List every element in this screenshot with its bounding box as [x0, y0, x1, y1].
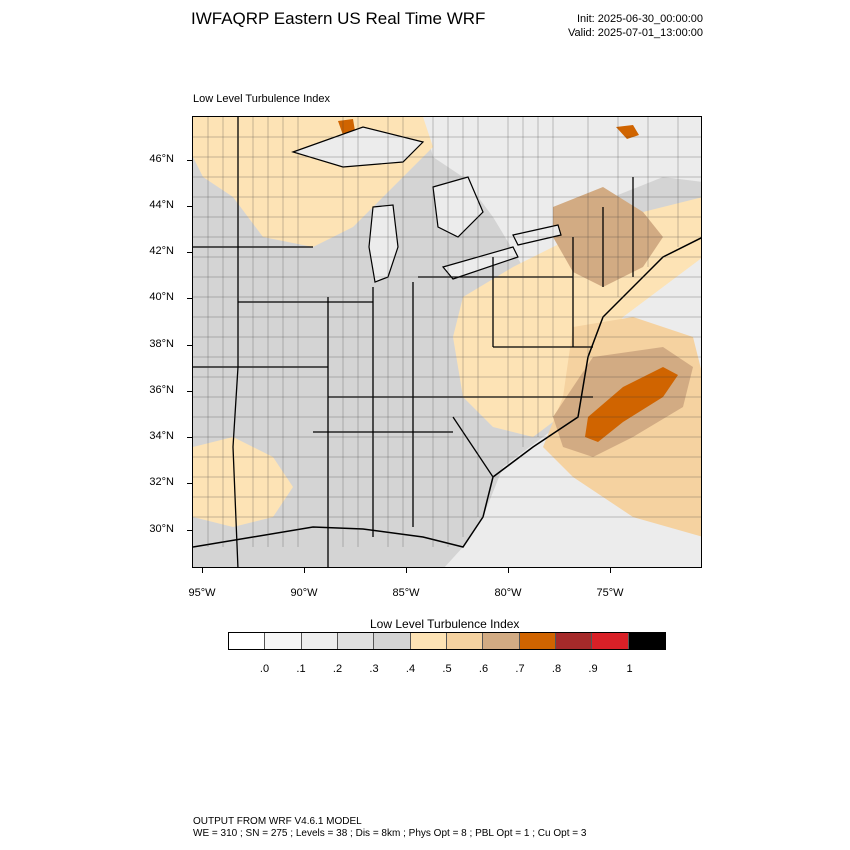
latitude-tick: [187, 391, 192, 392]
map-panel: [192, 116, 702, 568]
longitude-tick: [406, 568, 407, 573]
colorbar-swatch: [301, 633, 338, 649]
colorbar-label: .0: [259, 663, 270, 675]
latitude-label: 44°N: [149, 199, 174, 211]
lake-ontario: [512, 224, 562, 246]
longitude-tick: [508, 568, 509, 573]
colorbar-swatch: [410, 633, 447, 649]
latitude-label: 38°N: [149, 338, 174, 350]
longitude-tick: [202, 568, 203, 573]
colorbar-swatch: [519, 633, 556, 649]
colorbar-label: .3: [369, 663, 379, 675]
colorbar-swatch: [265, 633, 302, 649]
latitude-label: 32°N: [149, 476, 174, 488]
colorbar-label: .8: [551, 663, 562, 675]
colorbar-swatch: [592, 633, 629, 649]
colorbar-label: 1: [626, 663, 633, 675]
turbulence-map: [193, 117, 701, 567]
latitude-tick: [187, 345, 192, 346]
latitude-label: 42°N: [149, 245, 174, 257]
map-subtitle: Low Level Turbulence Index: [193, 93, 330, 105]
colorbar-label: .6: [478, 663, 489, 675]
footer-config-line: WE = 310 ; SN = 275 ; Levels = 38 ; Dis …: [193, 828, 587, 839]
colorbar-swatch: [483, 633, 520, 649]
colorbar-swatch: [374, 633, 411, 649]
orange-quebec-spot: [616, 125, 639, 139]
colorbar-label: .1: [296, 663, 306, 675]
colorbar: [228, 632, 666, 650]
latitude-tick: [187, 298, 192, 299]
init-time: Init: 2025-06-30_00:00:00: [577, 13, 703, 25]
latitude-label: 36°N: [149, 384, 174, 396]
longitude-label: 95°W: [188, 587, 216, 599]
colorbar-title: Low Level Turbulence Index: [370, 617, 520, 631]
chart-title: IWFAQRP Eastern US Real Time WRF: [191, 9, 486, 28]
longitude-label: 85°W: [392, 587, 420, 599]
colorbar-swatch: [229, 633, 266, 649]
county-borders: [193, 117, 701, 547]
lake-huron: [432, 176, 484, 238]
longitude-tick: [304, 568, 305, 573]
valid-time: Valid: 2025-07-01_13:00:00: [568, 27, 703, 39]
longitude-tick: [610, 568, 611, 573]
colorbar-swatch: [337, 633, 375, 649]
orange-offshore-region: [585, 367, 678, 442]
colorbar-label: .9: [588, 663, 598, 675]
colorbar-swatch: [446, 633, 484, 649]
latitude-tick: [187, 483, 192, 484]
latitude-label: 34°N: [149, 430, 174, 442]
latitude-tick: [187, 206, 192, 207]
latitude-label: 46°N: [149, 153, 174, 165]
latitude-tick: [187, 252, 192, 253]
latitude-tick: [187, 530, 192, 531]
latitude-tick: [187, 437, 192, 438]
longitude-label: 75°W: [596, 587, 624, 599]
colorbar-swatch: [555, 633, 593, 649]
footer-model-line: OUTPUT FROM WRF V4.6.1 MODEL: [193, 816, 362, 827]
colorbar-label: .5: [442, 663, 452, 675]
latitude-label: 30°N: [149, 523, 174, 535]
latitude-tick: [187, 160, 192, 161]
colorbar-label: .4: [405, 663, 416, 675]
latitude-label: 40°N: [149, 291, 174, 303]
colorbar-label: .2: [332, 663, 343, 675]
longitude-label: 90°W: [290, 587, 318, 599]
colorbar-swatch: [628, 633, 665, 649]
longitude-label: 80°W: [494, 587, 522, 599]
colorbar-label: .7: [515, 663, 525, 675]
